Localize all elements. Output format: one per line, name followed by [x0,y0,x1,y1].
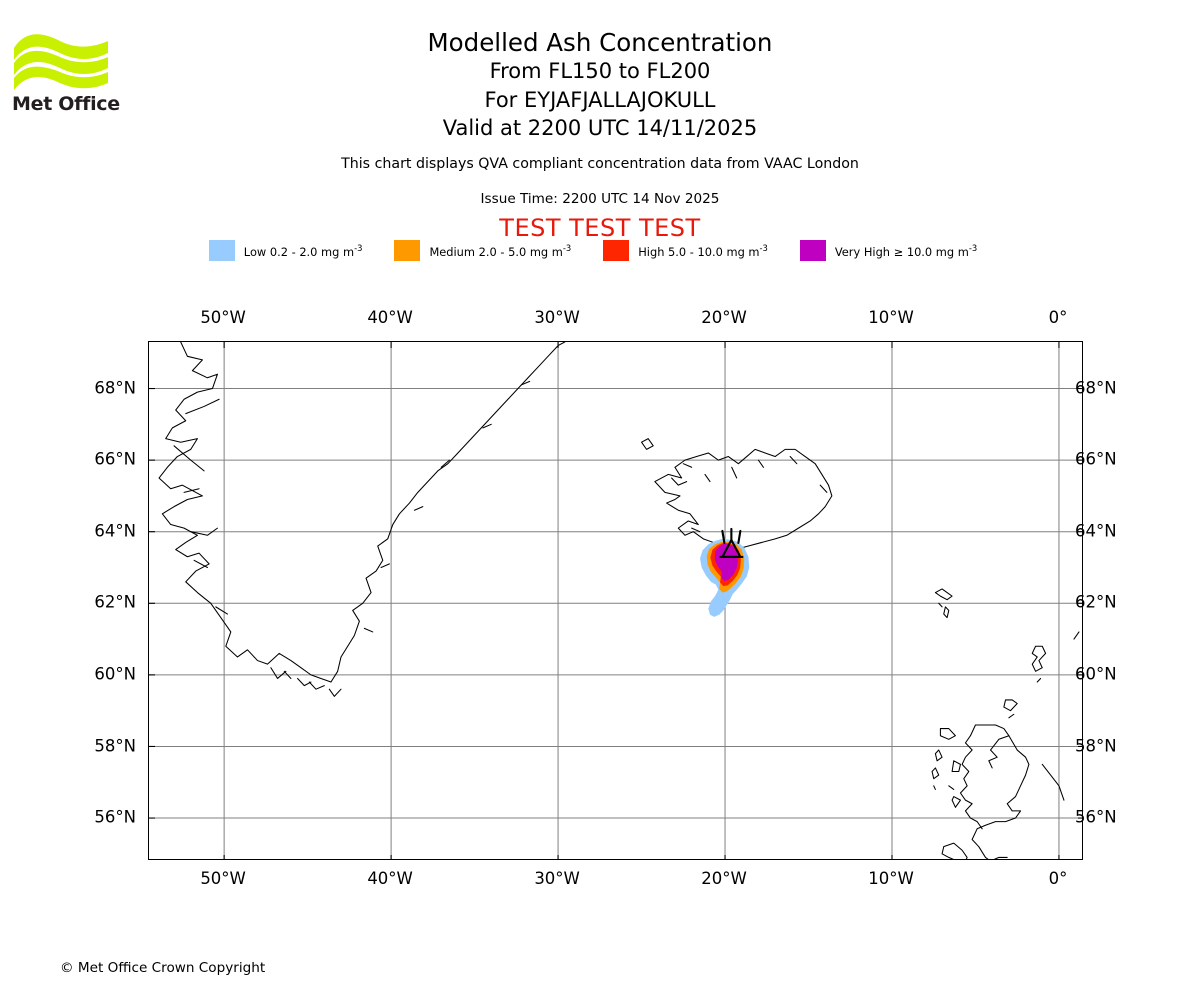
lon-label-bottom-3: 20°W [701,869,747,888]
qva-compliance-note: This chart displays QVA compliant concen… [341,156,859,172]
ash-concentration-map [148,341,1083,860]
issue-time-text: Issue Time: 2200 UTC 14 Nov 2025 [480,191,720,207]
legend-item-very-high: Very High ≥ 10.0 mg m-3 [799,240,991,261]
map-canvas [149,342,1082,859]
lon-label-top-5: 0° [1048,308,1068,327]
title-volcano-name: For EYJAFJALLAJOKULL [484,87,716,112]
legend-exponent-low: -3 [354,242,363,253]
lat-label-left-2: 64°N [94,521,136,541]
legend-label-high: High 5.0 - 10.0 mg m-3 [638,243,782,259]
legend-swatch-medium [394,240,421,261]
met-office-logo: Met Office [12,26,122,116]
plume-contour-very-high [714,543,739,582]
legend-item-low: Low 0.2 - 2.0 mg m-3 [208,240,377,261]
legend-swatch-low [208,240,235,261]
lon-label-top-1: 40°W [367,308,413,327]
chart-title-block: Modelled Ash Concentration From FL150 to… [0,28,1200,143]
lat-label-right-2: 64°N [1075,521,1117,541]
lat-label-left-6: 56°N [94,807,136,827]
lat-label-right-4: 60°N [1075,664,1117,684]
map-gridlines [149,342,1082,859]
legend-text-high: High 5.0 - 10.0 mg m [638,244,760,259]
met-office-waves-icon [14,34,108,90]
lat-label-left-0: 68°N [94,378,136,397]
lon-label-top-0: 50°W [200,308,246,327]
legend-item-medium: Medium 2.0 - 5.0 mg m-3 [394,240,585,261]
lat-label-left-5: 58°N [94,736,136,755]
lat-label-left-1: 66°N [94,449,136,469]
legend-item-high: High 5.0 - 10.0 mg m-3 [603,240,782,261]
lon-label-bottom-2: 30°W [534,869,580,888]
concentration-legend: Low 0.2 - 2.0 mg m-3 Medium 2.0 - 5.0 mg… [0,240,1200,261]
lon-label-bottom-4: 10°W [868,869,914,888]
legend-text-very-high: Very High ≥ 10.0 mg m [834,244,969,259]
met-office-logo-text: Met Office [12,93,120,115]
copyright-footer: © Met Office Crown Copyright [60,960,266,976]
map-axis-ticks [149,342,1082,859]
lat-label-right-6: 56°N [1075,807,1117,827]
lon-label-bottom-5: 0° [1048,869,1068,888]
legend-label-low: Low 0.2 - 2.0 mg m-3 [244,243,377,259]
lat-label-left-4: 60°N [94,664,136,684]
legend-label-medium: Medium 2.0 - 5.0 mg m-3 [429,243,585,259]
lon-label-top-4: 10°W [868,308,914,327]
legend-swatch-high [603,240,630,261]
coastlines [158,342,1080,859]
lat-label-right-0: 68°N [1075,378,1117,397]
title-valid-time: Valid at 2200 UTC 14/11/2025 [442,116,758,140]
lat-label-right-3: 62°N [1075,592,1117,612]
legend-exponent-very-high: -3 [968,242,978,253]
legend-text-low: Low 0.2 - 2.0 mg m [243,244,355,259]
legend-exponent-high: -3 [759,242,768,253]
legend-text-medium: Medium 2.0 - 5.0 mg m [429,244,563,259]
title-flight-levels: From FL150 to FL200 [489,59,711,83]
lat-label-left-3: 62°N [94,592,136,612]
legend-label-very-high: Very High ≥ 10.0 mg m-3 [835,243,991,259]
lon-label-bottom-1: 40°W [367,869,413,888]
lon-label-top-2: 30°W [534,308,580,327]
page-title: Modelled Ash Concentration [427,28,773,57]
map-plot-frame [148,341,1083,860]
lon-label-bottom-0: 50°W [200,869,246,888]
lon-label-top-3: 20°W [701,308,747,327]
volcano-marker-icon [719,527,744,558]
legend-exponent-medium: -3 [562,242,572,253]
legend-swatch-very-high [799,240,826,261]
ash-plume-contours [699,538,750,617]
test-banner: TEST TEST TEST [499,214,701,242]
lat-label-right-5: 58°N [1075,736,1117,755]
lat-label-right-1: 66°N [1075,449,1117,469]
